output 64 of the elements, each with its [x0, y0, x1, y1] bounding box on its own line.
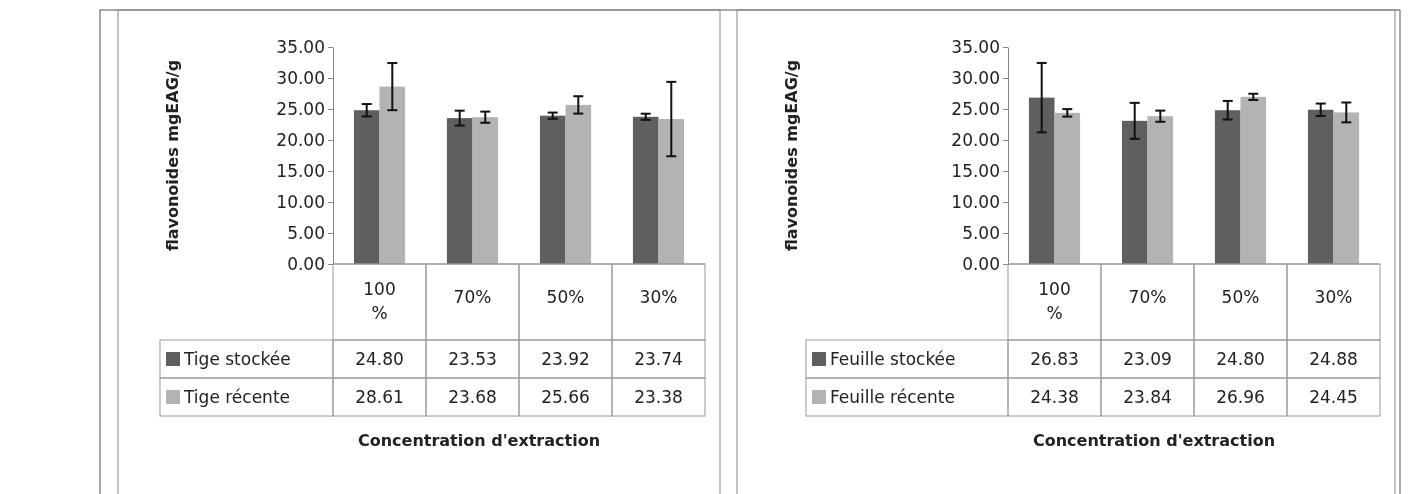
- data-label: 24.88: [1309, 349, 1358, 369]
- data-label: 24.80: [355, 349, 404, 369]
- bar: [565, 104, 592, 264]
- x-tick-label: 70%: [1128, 287, 1167, 307]
- data-label: 24.38: [1030, 387, 1079, 407]
- data-label: 23.68: [448, 387, 497, 407]
- bar: [1147, 116, 1174, 264]
- data-label: 23.84: [1123, 387, 1172, 407]
- y-tick-label: 30.00: [951, 67, 1000, 88]
- y-tick-label: 35.00: [276, 36, 325, 57]
- data-label: 23.92: [541, 349, 590, 369]
- bar: [539, 115, 566, 264]
- legend-label: Feuille récente: [830, 387, 955, 407]
- x-axis-title: Concentration d'extraction: [1032, 431, 1276, 450]
- legend-label: Tige récente: [183, 387, 291, 407]
- x-tick-label: 100 %: [1038, 279, 1071, 323]
- y-tick-label: 15.00: [276, 160, 325, 181]
- y-axis-title: flavonoides mgEAG/g: [782, 59, 801, 252]
- bar: [379, 86, 406, 264]
- y-tick-label: 15.00: [951, 160, 1000, 181]
- y-tick-label: 10.00: [276, 191, 325, 212]
- y-tick-label: 20.00: [276, 129, 325, 150]
- y-tick-label: 25.00: [951, 98, 1000, 119]
- bar: [1028, 97, 1055, 264]
- bar: [1307, 109, 1334, 264]
- bar: [632, 116, 659, 264]
- legend-label: Feuille stockée: [830, 349, 956, 369]
- x-tick-label: 50%: [1221, 287, 1260, 307]
- bar: [446, 118, 473, 264]
- data-label: 28.61: [355, 387, 404, 407]
- y-tick-label: 10.00: [951, 191, 1000, 212]
- bar: [472, 117, 499, 264]
- x-tick-label: 30%: [1314, 287, 1353, 307]
- bar: [1214, 110, 1241, 264]
- x-axis-title: Concentration d'extraction: [357, 431, 601, 450]
- x-tick-label: 30%: [639, 287, 678, 307]
- data-label: 23.53: [448, 349, 497, 369]
- legend-label: Tige stockée: [183, 349, 291, 369]
- x-tick-label: 100 %: [363, 279, 396, 323]
- y-tick-label: 0.00: [287, 253, 325, 274]
- bar: [1054, 112, 1081, 264]
- data-label: 23.38: [634, 387, 683, 407]
- data-label: 24.45: [1309, 387, 1358, 407]
- data-label: 24.80: [1216, 349, 1265, 369]
- y-tick-label: 5.00: [287, 222, 325, 243]
- y-tick-label: 25.00: [276, 98, 325, 119]
- y-tick-label: 5.00: [962, 222, 1000, 243]
- y-tick-label: 0.00: [962, 253, 1000, 274]
- data-label: 26.96: [1216, 387, 1265, 407]
- x-tick-label: 50%: [546, 287, 585, 307]
- y-axis-title: flavonoides mgEAG/g: [163, 59, 182, 252]
- y-tick-label: 35.00: [951, 36, 1000, 57]
- data-label: 26.83: [1030, 349, 1079, 369]
- data-label: 25.66: [541, 387, 590, 407]
- data-label: 23.74: [634, 349, 683, 369]
- bar: [353, 110, 380, 264]
- y-tick-label: 20.00: [951, 129, 1000, 150]
- bar: [1240, 96, 1267, 264]
- y-tick-label: 30.00: [276, 67, 325, 88]
- bar: [658, 119, 685, 264]
- bar: [1333, 112, 1360, 264]
- data-label: 23.09: [1123, 349, 1172, 369]
- bar: [1121, 120, 1148, 264]
- x-tick-label: 70%: [453, 287, 492, 307]
